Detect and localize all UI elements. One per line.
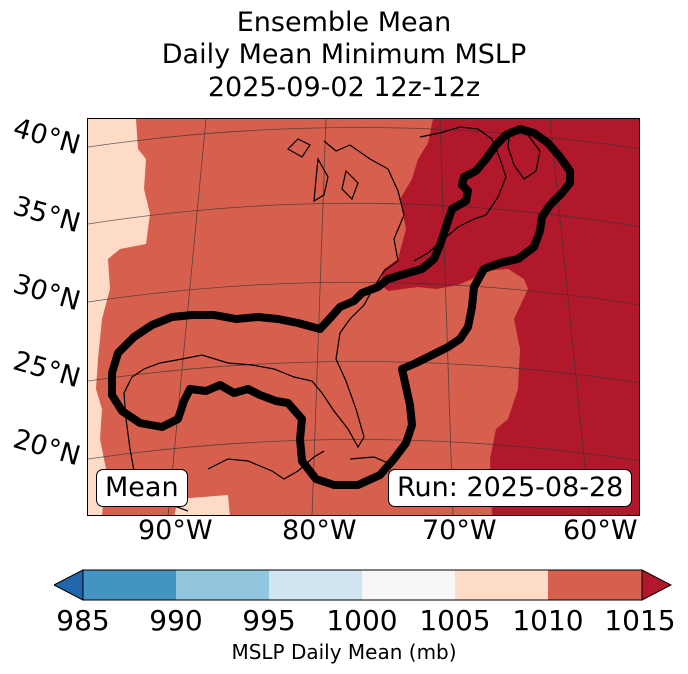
lon-label-90: 90°W: [138, 515, 213, 546]
colorbar-tick-1005: 1005: [419, 604, 491, 637]
colorbar-tick-990: 990: [149, 604, 203, 637]
lon-label-80: 80°W: [282, 515, 357, 546]
colorbar: [54, 569, 672, 601]
lat-label-25: 25°N: [9, 345, 84, 395]
map-panel: Mean Run: 2025-08-28: [87, 118, 640, 516]
colorbar-tick-1015: 1015: [604, 604, 676, 637]
lat-label-20: 20°N: [9, 423, 84, 473]
colorbar-over-arrow: [641, 569, 672, 601]
lon-label-70: 70°W: [422, 515, 497, 546]
colorbar-tick-995: 995: [242, 604, 296, 637]
ensemble-contour: [108, 125, 574, 489]
colorbar-label: MSLP Daily Mean (mb): [231, 640, 457, 664]
colorbar-bin-1010-1015: [548, 570, 642, 600]
field-1005-1010-west: [88, 119, 150, 515]
colorbar-frame: [82, 569, 643, 601]
colorbar-tick-985: 985: [56, 604, 110, 637]
colorbar-bin-995-1000: [269, 570, 362, 600]
lat-label-35: 35°N: [9, 190, 84, 240]
field-1005-1010-south: [174, 495, 230, 515]
colorbar-tick-1000: 1000: [326, 604, 398, 637]
colorbar-tick-1010: 1010: [512, 604, 584, 637]
lat-label-30: 30°N: [9, 268, 84, 318]
colorbar-under-arrow: [54, 569, 84, 601]
colorbar-bin-990-995: [176, 570, 269, 600]
title-line-2: Daily Mean Minimum MSLP: [161, 39, 527, 70]
colorbar-bin-1000-1005: [362, 570, 455, 600]
title-line-1: Ensemble Mean: [236, 7, 452, 38]
run-label: Run: 2025-08-28: [388, 469, 633, 507]
graticule: [88, 119, 639, 515]
map-svg: [88, 119, 639, 515]
colorbar-bin-1005-1010: [455, 570, 548, 600]
colorbar-bin-985-990: [83, 570, 176, 600]
field-above-1015: [380, 119, 639, 515]
lat-label-40: 40°N: [9, 112, 84, 162]
mean-label: Mean: [96, 469, 188, 507]
title-line-3: 2025-09-02 12z-12z: [207, 72, 481, 103]
lon-label-60: 60°W: [563, 515, 638, 546]
field-1005-1010-northwest: [88, 119, 120, 184]
